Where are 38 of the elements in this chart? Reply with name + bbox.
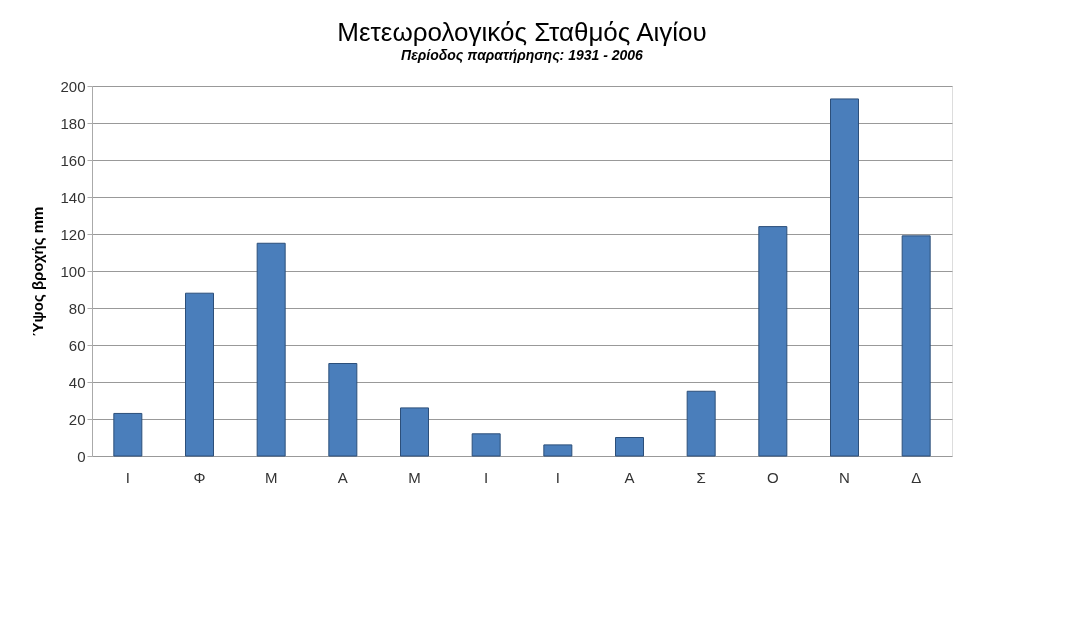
y-tick-label: 60	[68, 336, 86, 354]
y-tick-label: 140	[60, 188, 86, 206]
bar	[686, 390, 716, 457]
y-tick-label: 80	[68, 299, 86, 317]
bar	[615, 437, 644, 457]
chart-title: Μετεωρολογικός Σταθμός Αιγίου	[337, 17, 707, 47]
x-tick-label: Ι	[125, 468, 130, 486]
y-tick-label: 200	[60, 77, 86, 95]
bar	[758, 226, 788, 457]
y-tick-label: 120	[60, 225, 86, 243]
x-tick-label: Ο	[767, 468, 779, 486]
chart-subtitle: Περίοδος παρατήρησης: 1931 - 2006	[401, 47, 644, 63]
y-tick-label: 100	[60, 262, 86, 280]
x-tick-label: Ν	[839, 468, 850, 486]
bar	[400, 407, 429, 457]
bar	[185, 292, 214, 457]
bar	[471, 433, 501, 457]
x-tick-label: Μ	[408, 468, 421, 486]
y-tick-label: 40	[68, 373, 86, 391]
y-tick-label: 20	[68, 410, 86, 428]
x-tick-label: Μ	[264, 468, 278, 486]
bar	[901, 235, 931, 457]
x-tick-label: Φ	[193, 468, 206, 486]
x-tick-label: Ι	[484, 468, 489, 486]
x-tick-label: Α	[624, 468, 635, 486]
bar	[830, 98, 859, 457]
y-tick-label: 0	[77, 447, 86, 465]
y-axis-title: Ύψος βροχής mm	[29, 206, 47, 337]
bar	[256, 242, 286, 457]
x-tick-label: Ι	[555, 468, 560, 486]
x-tick-label: Α	[337, 468, 348, 486]
y-tick-label: 180	[60, 114, 86, 132]
y-tick-label: 160	[60, 151, 86, 169]
bar	[328, 363, 358, 457]
x-tick-label: Σ	[696, 468, 706, 486]
bar	[543, 444, 573, 457]
bar	[113, 412, 143, 457]
x-tick-label: Δ	[911, 468, 922, 486]
